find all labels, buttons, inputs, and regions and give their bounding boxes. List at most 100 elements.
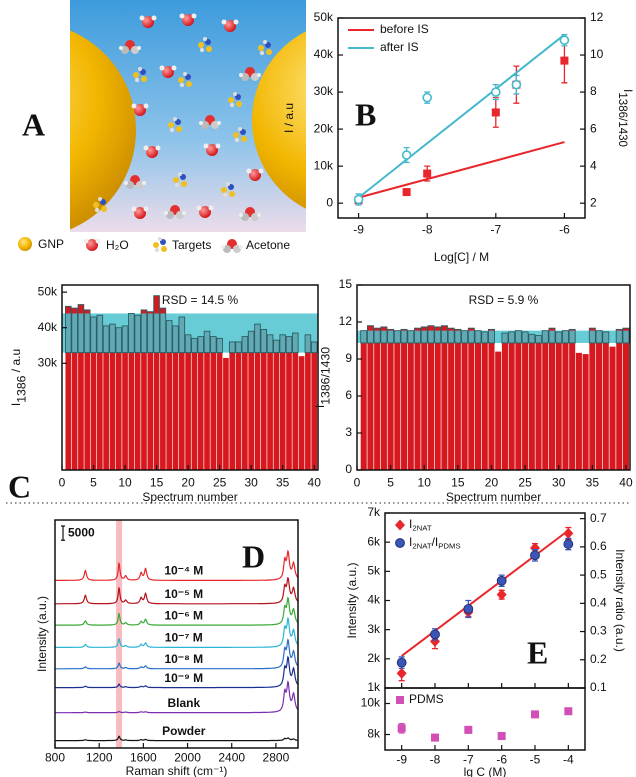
bar-outline <box>140 309 148 354</box>
point <box>563 539 574 549</box>
y-tick-label: 15 <box>339 277 353 291</box>
bar-outline <box>488 328 495 344</box>
bar <box>109 324 116 470</box>
x-tick-label: 20 <box>485 475 499 489</box>
bar-outline <box>501 332 509 344</box>
bar-outline <box>247 330 255 354</box>
bar <box>596 330 603 470</box>
bar <box>582 354 589 470</box>
x-tick-label: 20 <box>181 475 195 489</box>
x-tick-label: -6 <box>559 223 570 237</box>
bar <box>548 328 556 470</box>
point <box>559 35 570 46</box>
x-tick-label: 800 <box>45 751 65 765</box>
bar <box>414 328 421 470</box>
bar-outline <box>461 330 469 344</box>
y2-tick-label: 12 <box>590 10 604 24</box>
y-axis-label-part: 1386/1430 <box>319 347 333 405</box>
y2-tick-label: 0.6 <box>590 539 607 553</box>
bar-outline <box>216 337 223 354</box>
y-tick-label: 6 <box>345 388 352 402</box>
spectrum <box>55 576 299 605</box>
plot-frame <box>61 284 319 471</box>
x-tick-label: 35 <box>586 475 600 489</box>
x-tick-label: -5 <box>530 753 541 767</box>
x-tick-label: -9 <box>396 753 407 767</box>
bar-outline <box>134 314 141 354</box>
y-tick-label: 3 <box>345 425 352 439</box>
bar-outline <box>521 331 529 344</box>
bar <box>103 325 109 470</box>
spectrum <box>55 735 298 742</box>
point <box>395 538 405 548</box>
bar-outline <box>467 327 475 344</box>
point <box>464 725 473 734</box>
bar-outline <box>481 331 489 344</box>
x-tick-label: 5 <box>90 475 97 489</box>
y-axis-label: I / a.u <box>282 103 296 133</box>
bar <box>468 328 475 470</box>
bar <box>495 351 502 470</box>
bar-outline <box>273 339 280 354</box>
spectrum <box>55 549 299 581</box>
bar <box>562 330 569 470</box>
nanoparticle <box>70 30 136 230</box>
point <box>511 79 522 90</box>
bar <box>260 329 267 470</box>
bar-outline <box>165 320 173 354</box>
bar <box>286 336 292 470</box>
point <box>497 732 506 741</box>
bar <box>609 346 616 470</box>
point <box>496 589 507 601</box>
y-axis-label-part: I <box>313 405 327 408</box>
bar-outline <box>71 307 78 354</box>
bar-outline <box>241 336 249 354</box>
bar <box>569 329 576 470</box>
legend-label-part: /I <box>432 535 439 549</box>
x-tick-label: 15 <box>451 475 465 489</box>
bar <box>394 330 401 470</box>
bar <box>147 311 154 470</box>
y-tick-label: 5k <box>367 564 381 578</box>
bar <box>197 336 204 470</box>
panel-label: A <box>22 106 45 142</box>
nanoparticle <box>252 31 306 209</box>
bar-outline <box>440 325 448 344</box>
bar <box>488 329 495 470</box>
point <box>396 667 407 679</box>
legend-label: H₂O <box>106 238 129 252</box>
x-tick-label: 25 <box>518 475 532 489</box>
bar <box>622 328 629 470</box>
bar <box>235 341 242 470</box>
y2-tick-label: 0.5 <box>590 567 607 581</box>
bar <box>160 308 166 470</box>
y-tick-label: 10k <box>361 696 381 710</box>
bar-outline <box>146 311 154 354</box>
spectrum <box>55 655 299 689</box>
bar <box>434 326 441 470</box>
y-tick-label: 40k <box>38 320 58 334</box>
bar <box>216 338 223 470</box>
bar <box>374 328 381 470</box>
bar <box>401 329 408 470</box>
point <box>491 87 501 97</box>
bar-outline <box>260 329 268 354</box>
point <box>531 710 539 719</box>
bar-outline <box>203 330 211 354</box>
y2-tick-label: 0.4 <box>590 595 607 609</box>
bar-outline <box>454 328 462 344</box>
panel-label: E <box>527 634 548 670</box>
bar-outline <box>387 328 395 344</box>
legend-label-part: I <box>409 535 412 549</box>
y-tick-label: 3k <box>367 622 381 636</box>
bar <box>78 304 84 470</box>
x-tick-label: 1200 <box>86 751 113 765</box>
x-axis-label: lg C (M) <box>464 765 507 777</box>
bar-outline <box>210 336 217 354</box>
bar <box>602 331 609 470</box>
bar <box>305 334 311 470</box>
legend-label-part: 2NAT <box>412 541 432 550</box>
y-tick-label: 6k <box>367 534 381 548</box>
